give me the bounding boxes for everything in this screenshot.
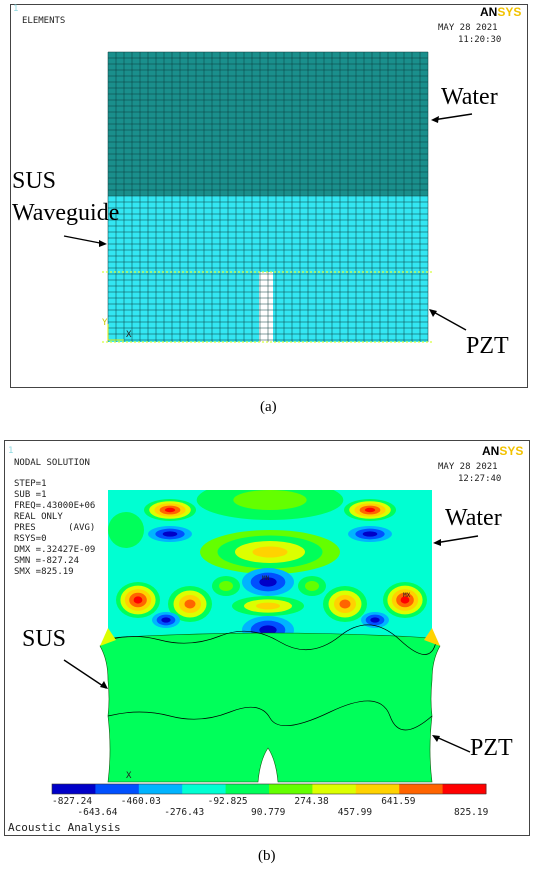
panel-a-waveguide-label: Waveguide: [12, 200, 120, 226]
pzt-arrow: [429, 309, 467, 331]
colorbar-tick-label: -827.24: [52, 796, 93, 807]
pressure-contour: [339, 599, 351, 609]
panel-b-sus-label: SUS: [22, 626, 67, 652]
info-line: FREQ=.43000E+06: [14, 501, 96, 511]
colorbar-outline: [51, 783, 487, 795]
colorbar-segment: [355, 784, 400, 794]
colorbar-segment: [95, 784, 140, 794]
sus-arrow: [63, 235, 106, 245]
pzt-arrow-b-head: [432, 735, 440, 742]
panel-a-sus-label: SUS: [12, 168, 57, 194]
colorbar-segment: [269, 784, 313, 794]
sus-arrow-b-head: [100, 681, 108, 689]
colorbar-tick-label: -643.64: [77, 807, 118, 818]
panel-a-date: MAY 28 2021: [438, 23, 498, 33]
panel-b-window-number: 1: [8, 446, 14, 456]
panel-a-axis-x: X: [126, 330, 132, 340]
colorbar-tick-label: 457.99: [337, 807, 373, 818]
pressure-contour: [164, 507, 176, 513]
pzt-arrow-b: [433, 735, 471, 753]
water-arrow-head: [431, 116, 439, 123]
panel-b-mn-marker: MN: [262, 575, 270, 582]
pressure-contour: [305, 581, 319, 591]
colorbar-tick-label: 90.779: [251, 807, 286, 818]
water-pressure-field: [108, 490, 432, 640]
pressure-contour: [259, 577, 277, 587]
pressure-contour: [219, 581, 233, 591]
colorbar-segment: [399, 784, 444, 794]
water-arrow: [432, 113, 473, 121]
mesh-lines: [107, 51, 429, 342]
sus-pzt-body: [99, 632, 441, 783]
pressure-contour: [162, 531, 178, 537]
panel-b-time: 12:27:40: [458, 474, 502, 484]
pressure-contour: [364, 507, 376, 513]
info-line: PRES (AVG): [14, 523, 96, 533]
info-line: RSYS=0: [14, 534, 47, 544]
panel-a-water-label: Water: [441, 84, 498, 110]
pressure-contour: [252, 546, 288, 558]
pzt-gap: [259, 272, 273, 342]
panel-b-pzt-label: PZT: [470, 735, 513, 761]
pressure-contour: [161, 617, 171, 623]
colorbar-segment: [138, 784, 183, 794]
colorbar-segment: [442, 784, 487, 794]
pressure-contour: [362, 531, 378, 537]
colorbar-tick-label: 825.19: [454, 807, 489, 818]
pressure-contour: [256, 602, 280, 610]
colorbar-tick-label: -92.825: [207, 796, 248, 807]
info-line: SMN =-827.24: [14, 556, 80, 566]
pressure-contour: [184, 599, 196, 609]
info-line: REAL ONLY: [14, 512, 63, 522]
colorbar-segment: [52, 784, 96, 794]
colorbar-tick-label: 274.38: [294, 796, 329, 807]
colorbar: [51, 783, 487, 795]
pressure-contour: [133, 596, 143, 604]
water-sus-interface: [101, 624, 437, 655]
colorbar-segment: [312, 784, 357, 794]
panel-b-footer: Acoustic Analysis: [8, 821, 121, 834]
panel-b-mx-marker: MX: [403, 592, 411, 599]
info-line: SUB =1: [14, 490, 47, 500]
info-line: SMX =825.19: [14, 567, 74, 577]
panel-b-caption: (b): [258, 848, 276, 864]
panel-a-pzt-label: PZT: [466, 333, 509, 359]
panel-a-title: ELEMENTS: [22, 16, 66, 26]
panel-b-title: NODAL SOLUTION: [14, 458, 90, 468]
pressure-contour: [259, 625, 277, 635]
sus-arrow-head: [99, 240, 107, 247]
panel-a-time: 11:20:30: [458, 35, 502, 45]
panel-b-date: MAY 28 2021: [438, 462, 498, 472]
colorbar-tick-label: 641.59: [381, 796, 416, 807]
panel-b-ansys-logo: ANSYS: [482, 444, 524, 458]
water-arrow-b-head: [433, 539, 441, 546]
pressure-contour: [233, 490, 307, 510]
pressure-contour: [370, 617, 380, 623]
info-line: STEP=1: [14, 479, 47, 489]
water-arrow-b: [434, 535, 479, 544]
info-line: DMX =.32427E-09: [14, 545, 96, 555]
panel-b-water-label: Water: [445, 505, 502, 531]
panel-a-window-number: 1: [13, 4, 19, 14]
left-corner-stress: [100, 628, 116, 646]
pzt-arrow-head: [429, 309, 437, 317]
sus-pzt-interface: [107, 700, 433, 731]
pressure-contour: [400, 596, 410, 604]
colorbar-tick-label: -460.03: [120, 796, 161, 807]
colorbar-tick-label: -276.43: [164, 807, 205, 818]
colorbar-segment: [182, 784, 227, 794]
panel-b-info: STEP=1 SUB =1 FREQ=.43000E+06 REAL ONLY PRES…: [14, 479, 95, 578]
right-corner-stress: [424, 628, 440, 646]
panel-a-ansys-logo: ANSYS: [480, 5, 522, 19]
pressure-contour: [108, 512, 144, 548]
sus-arrow-b: [63, 659, 107, 689]
panel-a-caption: (a): [260, 399, 277, 415]
panel-b-axis-x: X: [126, 771, 132, 781]
panel-a-axis-y: Y: [102, 318, 108, 328]
colorbar-segment: [225, 784, 270, 794]
